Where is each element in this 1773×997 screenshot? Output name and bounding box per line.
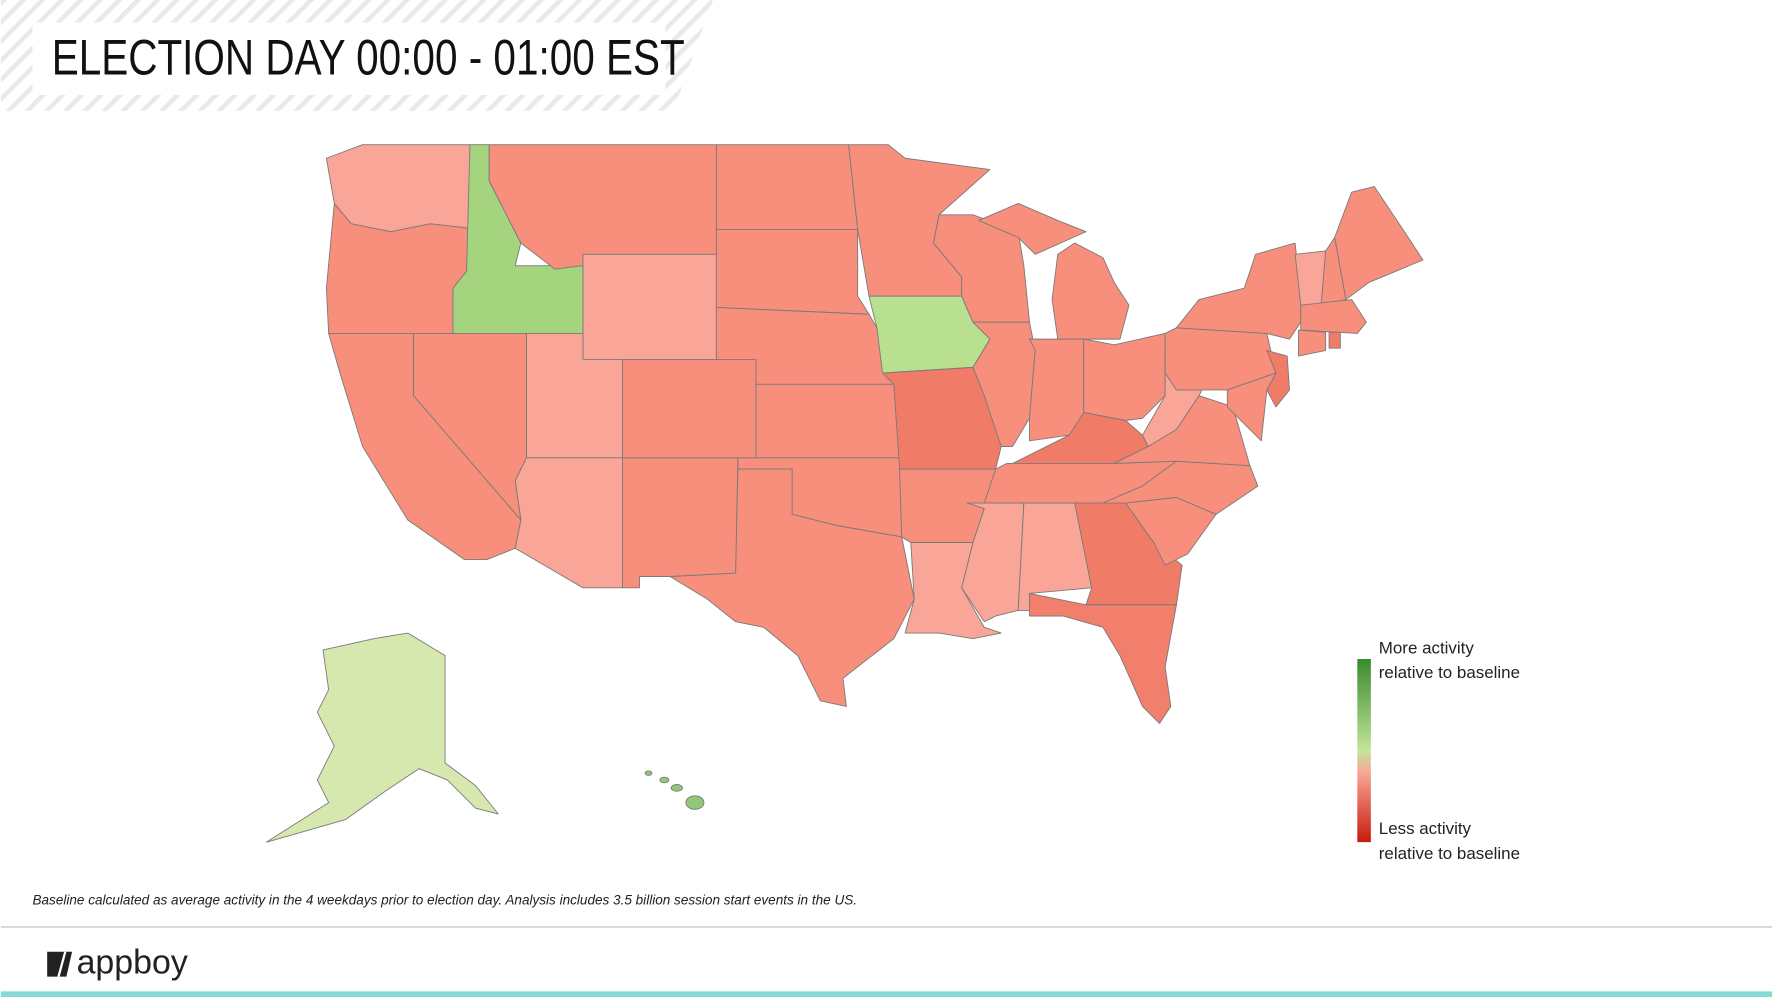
state	[972, 321, 1036, 447]
title-backdrop	[32, 22, 666, 95]
us-map	[266, 144, 1424, 843]
state	[1102, 460, 1259, 515]
state	[1226, 372, 1277, 442]
state	[488, 144, 717, 270]
state	[1298, 329, 1327, 357]
legend-label: More activity	[1379, 638, 1475, 657]
state	[715, 144, 859, 230]
state	[266, 632, 499, 843]
legend-label: Less activity	[1379, 819, 1472, 838]
state	[622, 457, 739, 589]
state	[622, 359, 757, 459]
state	[669, 468, 915, 707]
legend-label: relative to baseline	[1379, 663, 1520, 682]
state	[978, 203, 1087, 255]
state	[685, 795, 705, 810]
state	[755, 383, 900, 459]
header: ELECTION DAY 00:00 - 01:00 EST	[0, 0, 713, 111]
state	[1051, 242, 1130, 340]
state	[932, 214, 1030, 323]
state	[328, 333, 522, 560]
state	[659, 776, 670, 784]
logo: appboy	[47, 943, 188, 981]
legend-label: relative to baseline	[1379, 844, 1520, 863]
state	[1300, 299, 1367, 334]
state	[1175, 242, 1302, 340]
footer-bar	[0, 991, 1773, 997]
footnote: Baseline calculated as average activity …	[32, 892, 857, 907]
logo-text: appboy	[77, 943, 188, 981]
state	[582, 253, 717, 360]
state	[514, 457, 624, 589]
state	[1334, 186, 1424, 301]
state	[715, 229, 870, 315]
legend: More activity relative to baseline Less …	[1357, 638, 1520, 863]
state	[670, 784, 683, 792]
state	[1083, 333, 1166, 421]
state	[325, 144, 471, 233]
logo-slash	[57, 951, 67, 977]
state	[1328, 331, 1341, 349]
logo-mark	[47, 951, 73, 977]
title: ELECTION DAY 00:00 - 01:00 EST	[52, 30, 685, 86]
state	[1029, 593, 1177, 724]
state	[644, 770, 653, 776]
state	[1294, 250, 1327, 306]
legend-gradient	[1357, 659, 1371, 843]
